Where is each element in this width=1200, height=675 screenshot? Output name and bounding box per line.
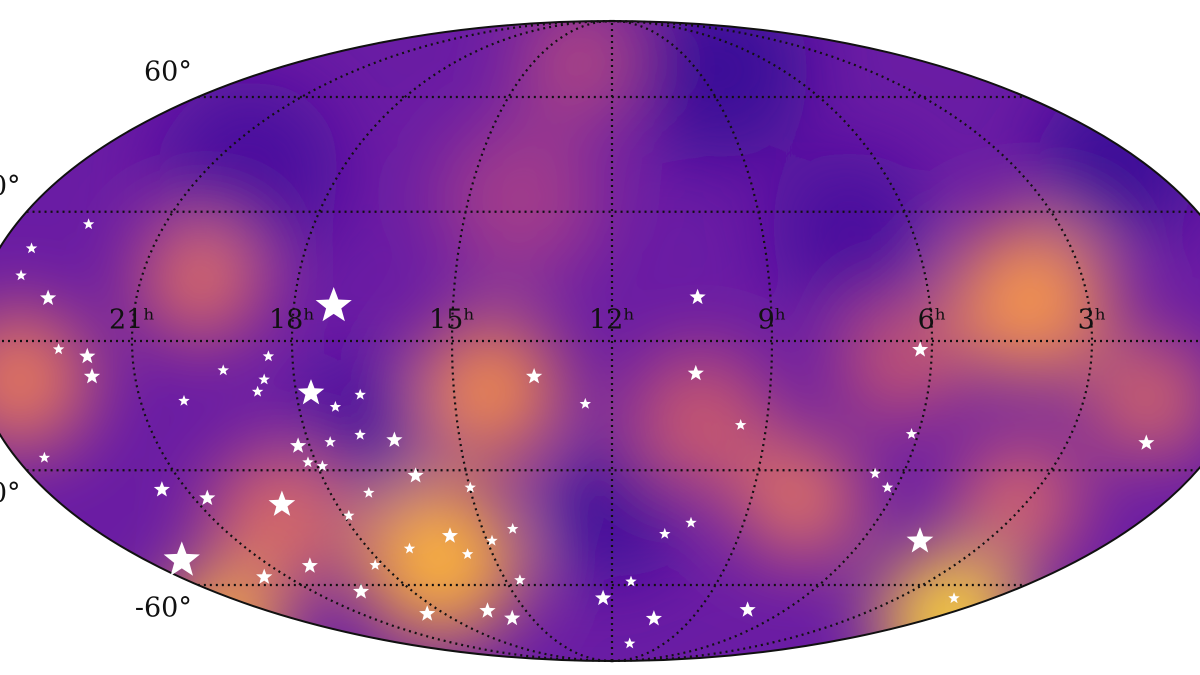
y-tick-label: -60° [135, 592, 192, 623]
y-tick-label: 30° [0, 171, 21, 202]
star [217, 364, 229, 376]
star [82, 218, 95, 230]
y-tick-label: 60° [144, 57, 192, 88]
star [256, 568, 273, 584]
star [659, 527, 671, 539]
grid-line [290, 19, 613, 663]
star [386, 431, 403, 447]
star [881, 481, 894, 493]
star [734, 419, 747, 430]
star [419, 605, 436, 621]
star [290, 437, 307, 453]
star [302, 456, 314, 468]
x-tick-label: 12ʰ [589, 305, 635, 336]
sky-boundary [0, 20, 1200, 662]
star [579, 397, 591, 409]
graticule [0, 19, 1200, 663]
star [912, 341, 929, 357]
star [403, 542, 416, 554]
stars [15, 218, 1155, 649]
star [869, 467, 881, 479]
star [624, 637, 636, 649]
star [905, 428, 918, 439]
star [343, 509, 355, 521]
star [948, 592, 960, 604]
star [38, 451, 51, 463]
star [329, 400, 342, 412]
star [15, 269, 27, 281]
star [297, 379, 325, 405]
star [625, 575, 637, 587]
star [645, 610, 662, 626]
star [507, 522, 519, 534]
x-tick-label: 9ʰ [758, 305, 787, 336]
star [504, 609, 521, 626]
star [595, 589, 612, 606]
star [25, 242, 38, 254]
x-tick-label: 21ʰ [109, 305, 155, 336]
grid-line [611, 19, 934, 663]
star [685, 516, 697, 528]
star [369, 559, 381, 570]
star [1138, 434, 1155, 450]
star [354, 428, 366, 440]
star [262, 350, 275, 362]
x-tick-label: 15ʰ [429, 305, 475, 336]
star [301, 557, 318, 573]
star [353, 583, 370, 599]
x-tick-label: 3ʰ [1078, 305, 1107, 336]
star [153, 481, 170, 497]
star [40, 289, 57, 305]
star [464, 481, 476, 493]
star [689, 288, 706, 305]
star [83, 368, 101, 384]
star [178, 394, 190, 406]
star [315, 287, 352, 322]
star [486, 534, 498, 546]
x-tick-label: 18ʰ [269, 305, 315, 336]
star [79, 347, 96, 364]
star [324, 436, 336, 447]
star [514, 574, 526, 585]
star [354, 388, 366, 400]
star [363, 486, 375, 498]
star [316, 460, 329, 471]
y-tick-label: -30° [0, 478, 21, 509]
star [906, 527, 934, 553]
star [258, 373, 270, 385]
star [251, 385, 264, 397]
x-tick-label: 6ʰ [918, 305, 947, 336]
star [526, 368, 543, 384]
star [163, 541, 200, 576]
star [407, 467, 424, 483]
star [199, 489, 216, 505]
star [461, 548, 474, 559]
star [739, 601, 756, 617]
star [52, 343, 65, 355]
star [687, 364, 704, 381]
star [268, 490, 296, 516]
star [479, 602, 496, 618]
star [441, 527, 458, 543]
